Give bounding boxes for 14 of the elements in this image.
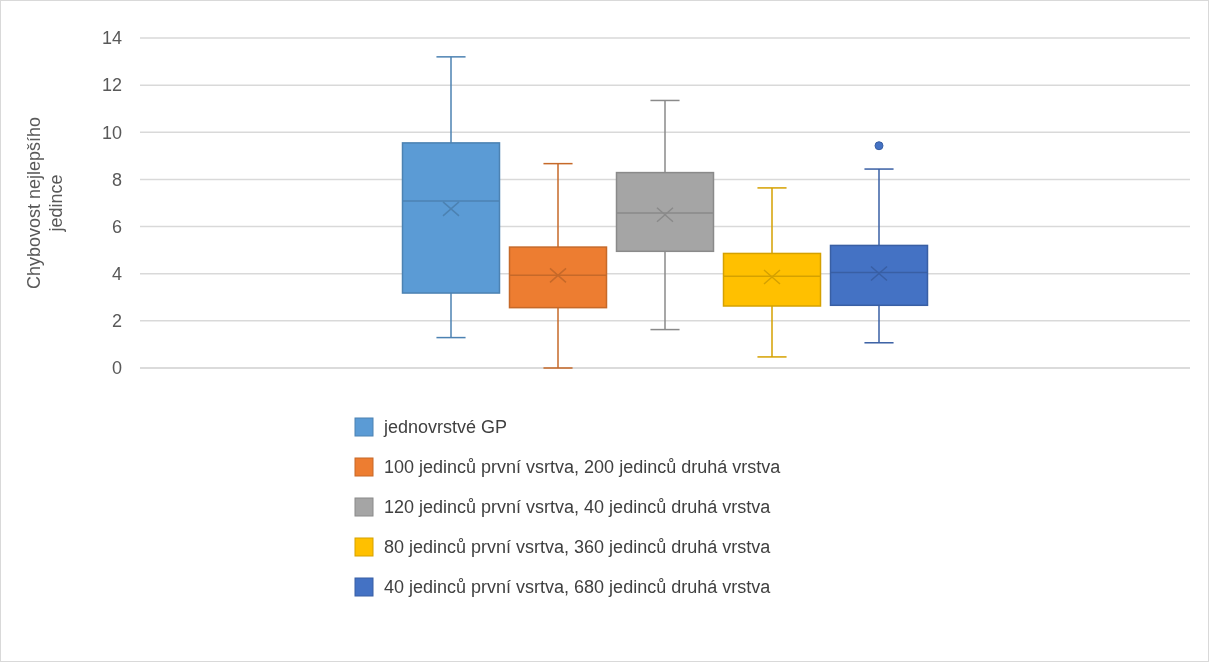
y-tick-label: 4 [111, 264, 122, 285]
y-axis-title: Chybovost nejlepšího jedince [24, 116, 66, 290]
y-tick-label: 8 [111, 169, 122, 190]
y-tick-label: 2 [111, 311, 122, 332]
y-tick-label: 0 [111, 358, 122, 379]
legend-label: jednovrstvé GP [383, 417, 508, 438]
y-tick-label: 12 [101, 75, 122, 96]
legend-label: 120 jedinců první vsrtva, 40 jedinců druhá vrstva [384, 497, 772, 518]
y-tick-label: 14 [101, 28, 122, 49]
y-tick-label: 10 [101, 122, 122, 143]
y-tick-label: 6 [111, 216, 122, 237]
legend-label: 80 jedinců první vsrtva, 360 jedinců druhá vrstva [384, 537, 772, 558]
legend-label: 40 jedinců první vsrtva, 680 jedinců druhá vrstva [384, 577, 772, 598]
legend-label: 100 jedinců první vsrtva, 200 jedinců druhá vrstva [384, 457, 782, 478]
